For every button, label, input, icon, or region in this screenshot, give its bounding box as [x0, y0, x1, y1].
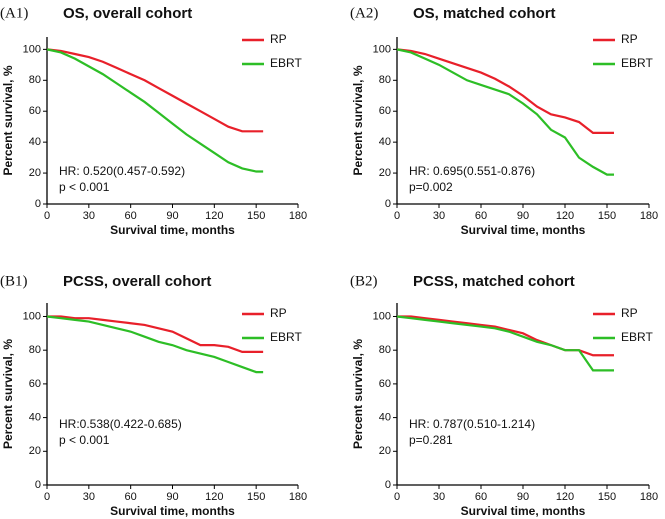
y-tick-label: 20 — [379, 167, 391, 179]
survival-curve — [46, 48, 264, 173]
legend-label: EBRT — [270, 330, 302, 344]
y-tick-label: 20 — [29, 445, 41, 457]
x-tick-label: 180 — [640, 491, 658, 503]
y-tick-label: 100 — [23, 310, 41, 322]
x-tick-label: 120 — [556, 210, 574, 222]
y-axis-title: Percent survival, % — [351, 339, 365, 449]
y-axis-title: Percent survival, % — [351, 65, 365, 175]
y-tick-label: 40 — [379, 411, 391, 423]
y-tick-label: 60 — [379, 105, 391, 117]
annotation: p=0.002 — [409, 180, 453, 194]
panel-label: (B2) — [350, 273, 378, 289]
annotation: p=0.281 — [409, 433, 453, 447]
y-tick-label: 60 — [379, 378, 391, 390]
x-tick-label: 120 — [205, 210, 223, 222]
legend-label: RP — [270, 306, 287, 320]
y-tick-label: 20 — [379, 445, 391, 457]
annotation: HR: 0.695(0.551-0.876) — [409, 164, 535, 178]
chart-title: PCSS, matched cohort — [413, 273, 575, 290]
x-tick-label: 90 — [517, 210, 529, 222]
y-tick-label: 60 — [29, 105, 41, 117]
x-tick-label: 120 — [556, 491, 574, 503]
x-tick-label: 30 — [433, 491, 445, 503]
y-tick-label: 100 — [373, 43, 391, 55]
y-tick-label: 80 — [379, 74, 391, 86]
x-tick-label: 180 — [289, 491, 307, 503]
legend-label: EBRT — [270, 56, 302, 70]
x-tick-label: 0 — [394, 491, 400, 503]
y-tick-label: 40 — [29, 411, 41, 423]
x-tick-label: 180 — [289, 210, 307, 222]
y-tick-label: 0 — [35, 479, 41, 491]
chart-title: OS, overall cohort — [63, 5, 192, 22]
y-tick-label: 20 — [29, 167, 41, 179]
x-tick-label: 0 — [44, 210, 50, 222]
x-tick-label: 150 — [247, 491, 265, 503]
x-tick-label: 150 — [247, 210, 265, 222]
y-tick-label: 100 — [373, 310, 391, 322]
x-tick-label: 30 — [83, 491, 95, 503]
chart-title: OS, matched cohort — [413, 5, 556, 22]
y-tick-label: 0 — [385, 198, 391, 210]
legend-label: RP — [270, 32, 287, 46]
x-tick-label: 90 — [166, 210, 178, 222]
y-tick-label: 0 — [385, 479, 391, 491]
x-tick-label: 60 — [125, 491, 137, 503]
annotation: p < 0.001 — [59, 433, 110, 447]
x-axis-title: Survival time, months — [461, 223, 586, 237]
x-tick-label: 60 — [475, 491, 487, 503]
legend-label: RP — [621, 32, 638, 46]
panel-label: (A1) — [0, 5, 28, 21]
x-axis-title: Survival time, months — [461, 504, 586, 518]
x-tick-label: 90 — [517, 491, 529, 503]
x-tick-label: 60 — [125, 210, 137, 222]
panel-label: (B1) — [0, 273, 28, 289]
y-axis-title: Percent survival, % — [1, 339, 15, 449]
annotation: p < 0.001 — [59, 180, 110, 194]
x-tick-label: 30 — [83, 210, 95, 222]
y-tick-label: 100 — [23, 43, 41, 55]
legend-label: EBRT — [621, 330, 653, 344]
y-tick-label: 80 — [29, 74, 41, 86]
survival-curve — [46, 48, 264, 133]
y-tick-label: 80 — [379, 344, 391, 356]
y-tick-label: 80 — [29, 344, 41, 356]
annotation: HR:0.538(0.422-0.685) — [59, 417, 182, 431]
x-tick-label: 90 — [166, 491, 178, 503]
y-tick-label: 0 — [35, 198, 41, 210]
annotation: HR: 0.787(0.510-1.214) — [409, 417, 535, 431]
x-tick-label: 0 — [394, 210, 400, 222]
y-axis-title: Percent survival, % — [1, 65, 15, 175]
x-tick-label: 180 — [640, 210, 658, 222]
x-axis-title: Survival time, months — [110, 223, 235, 237]
annotation: HR: 0.520(0.457-0.592) — [59, 164, 185, 178]
survival-curve — [396, 48, 614, 134]
legend-label: EBRT — [621, 56, 653, 70]
x-tick-label: 150 — [598, 491, 616, 503]
survival-curve — [46, 315, 264, 374]
legend-label: RP — [621, 306, 638, 320]
x-axis-title: Survival time, months — [110, 504, 235, 518]
survival-curve — [397, 315, 614, 357]
x-tick-label: 0 — [44, 491, 50, 503]
y-tick-label: 40 — [379, 136, 391, 148]
x-tick-label: 150 — [598, 210, 616, 222]
x-tick-label: 30 — [433, 210, 445, 222]
chart-title: PCSS, overall cohort — [63, 273, 211, 290]
panel-label: (A2) — [350, 5, 378, 21]
survival-curve — [396, 315, 614, 372]
x-tick-label: 120 — [205, 491, 223, 503]
y-tick-label: 40 — [29, 136, 41, 148]
y-tick-label: 60 — [29, 378, 41, 390]
survival-curve — [47, 315, 264, 353]
x-tick-label: 60 — [475, 210, 487, 222]
survival-curve — [396, 48, 614, 176]
